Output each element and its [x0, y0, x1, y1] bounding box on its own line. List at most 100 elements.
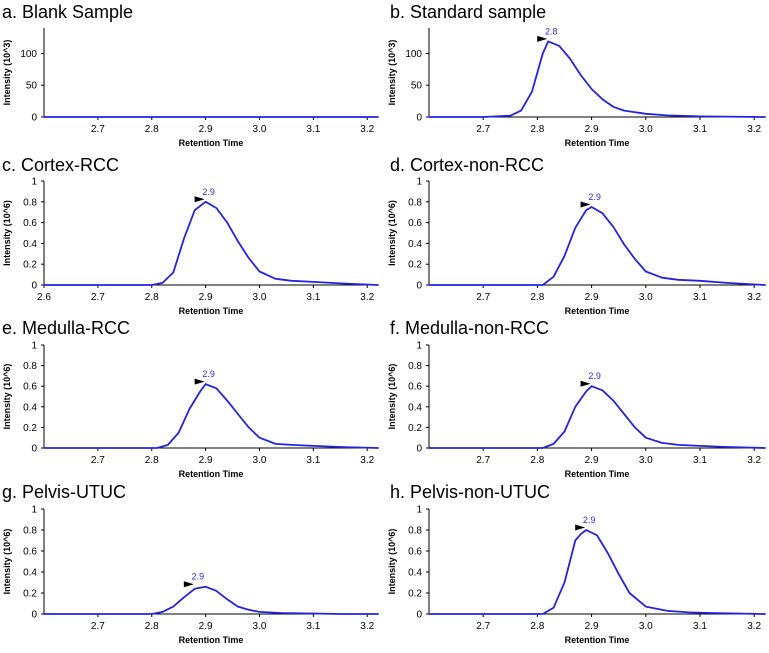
y-tick-label: 100: [405, 49, 422, 60]
x-tick-label: 2.8: [145, 124, 159, 135]
x-tick-label: 3.0: [253, 621, 267, 632]
x-tick-label: 3.0: [253, 124, 267, 135]
y-tick-label: 0.4: [408, 239, 422, 250]
y-tick-label: 0.4: [23, 568, 37, 579]
x-axis-label: Retention Time: [179, 306, 244, 316]
y-tick-label: 0.6: [23, 382, 37, 393]
y-tick-label: 0: [416, 113, 422, 124]
y-axis-label: Intensity (10^6): [387, 529, 397, 595]
x-tick-label: 3.1: [306, 621, 320, 632]
x-tick-label: 2.7: [476, 621, 490, 632]
y-tick-label: 100: [20, 49, 37, 60]
y-tick-label: 1: [31, 505, 37, 516]
y-tick-label: 1: [31, 341, 37, 352]
x-tick-label: 3.2: [747, 124, 761, 135]
x-axis-label: Retention Time: [565, 469, 630, 479]
x-axis-label: Retention Time: [179, 138, 244, 148]
peak-label: 2.9: [192, 572, 205, 582]
y-tick-label: 0.8: [23, 197, 37, 208]
peak-label: 2.9: [583, 515, 596, 525]
x-tick-label: 3.0: [639, 621, 653, 632]
y-axis-label: Intensity (10^6): [387, 364, 397, 430]
peak-label: 2.9: [202, 369, 215, 379]
y-tick-label: 0: [416, 610, 422, 621]
x-tick-label: 2.6: [37, 292, 51, 303]
x-tick-label: 2.7: [476, 455, 490, 466]
y-tick-label: 0.2: [408, 260, 422, 271]
peak-marker-icon: [580, 201, 591, 208]
y-tick-label: 0.4: [408, 568, 422, 579]
x-tick-label: 3.2: [360, 124, 374, 135]
y-axis-label: Intensity (10^6): [387, 200, 397, 266]
y-tick-label: 0.4: [408, 402, 422, 413]
y-tick-label: 0: [31, 281, 37, 292]
x-tick-label: 2.7: [91, 292, 105, 303]
x-tick-label: 2.8: [530, 621, 544, 632]
peak-marker-icon: [194, 378, 205, 385]
chromatogram-trace: [43, 585, 379, 615]
chromatogram-trace: [428, 40, 766, 118]
peak-marker-icon: [537, 35, 548, 42]
x-tick-label: 3.2: [360, 292, 374, 303]
x-tick-label: 3.1: [693, 292, 707, 303]
y-tick-label: 0: [31, 113, 37, 124]
x-axis-label: Retention Time: [179, 635, 244, 645]
y-tick-label: 50: [411, 81, 423, 92]
x-tick-label: 3.1: [306, 124, 320, 135]
x-tick-label: 2.7: [91, 621, 105, 632]
peak-marker-icon: [183, 581, 194, 588]
x-axis-label: Retention Time: [565, 138, 630, 148]
panel-h: h. Pelvis-non-UTUC 2.7 2.8 2.9 3.0 3.1 3.2 0 0.2…: [387, 482, 766, 645]
x-axis-label: Retention Time: [565, 635, 630, 645]
peak-label: 2.9: [202, 187, 215, 197]
y-tick-label: 0.6: [23, 547, 37, 558]
y-tick-label: 0.6: [408, 382, 422, 393]
y-axis-label: Intensity (10^6): [2, 529, 12, 595]
x-tick-label: 2.7: [476, 292, 490, 303]
y-tick-label: 0.6: [408, 218, 422, 229]
y-tick-label: 0.8: [23, 361, 37, 372]
chromatogram-trace: [43, 200, 379, 286]
x-tick-label: 3.2: [360, 455, 374, 466]
y-tick-label: 1: [416, 177, 422, 188]
x-tick-label: 3.0: [639, 292, 653, 303]
panel-title: c. Cortex-RCC: [2, 155, 119, 175]
y-tick-label: 0.6: [408, 547, 422, 558]
y-tick-label: 0.2: [23, 423, 37, 434]
panel-title: f. Medulla-non-RCC: [390, 318, 549, 338]
x-tick-label: 2.9: [585, 621, 599, 632]
y-tick-label: 0.8: [408, 526, 422, 537]
x-tick-label: 3.1: [693, 124, 707, 135]
chromatogram-trace: [428, 385, 766, 449]
y-tick-label: 0.8: [408, 197, 422, 208]
y-tick-label: 1: [31, 177, 37, 188]
y-tick-label: 1: [416, 341, 422, 352]
y-axis-label: Intensity (10^6): [2, 364, 12, 430]
y-tick-label: 0: [31, 444, 37, 455]
peak-marker-icon: [575, 524, 586, 531]
x-tick-label: 2.8: [145, 292, 159, 303]
x-tick-label: 2.8: [145, 455, 159, 466]
panel-a: a. Blank Sample 2.7 2.8 2.9 3.0 3.1 3.2 0 50 100 R…: [2, 2, 379, 148]
x-tick-label: 3.1: [306, 292, 320, 303]
panel-d: d. Cortex-non-RCC 2.7 2.8 2.9 3.0 3.1 3.2 0 0.2 0…: [387, 155, 766, 316]
panel-title: d. Cortex-non-RCC: [390, 155, 544, 175]
x-tick-label: 2.9: [199, 124, 213, 135]
panel-title: a. Blank Sample: [2, 2, 133, 22]
y-axis-label: Intensity (10^3): [2, 40, 12, 106]
y-tick-label: 0.4: [23, 402, 37, 413]
x-tick-label: 2.7: [91, 124, 105, 135]
x-tick-label: 2.9: [585, 292, 599, 303]
panel-c: c. Cortex-RCC 2.6 2.7 2.8 2.9 3.0 3.1 3.2 0 0.2 0.…: [2, 155, 379, 316]
y-tick-label: 0.4: [23, 239, 37, 250]
y-tick-label: 0.2: [23, 589, 37, 600]
peak-label: 2.9: [588, 371, 601, 381]
chromatogram-trace: [428, 206, 766, 286]
x-tick-label: 2.9: [199, 621, 213, 632]
peak-marker-icon: [194, 196, 205, 203]
x-axis-label: Retention Time: [565, 306, 630, 316]
x-tick-label: 3.0: [639, 124, 653, 135]
x-tick-label: 3.1: [693, 621, 707, 632]
panel-title: e. Medulla-RCC: [2, 318, 130, 338]
peak-label: 2.8: [545, 26, 558, 36]
